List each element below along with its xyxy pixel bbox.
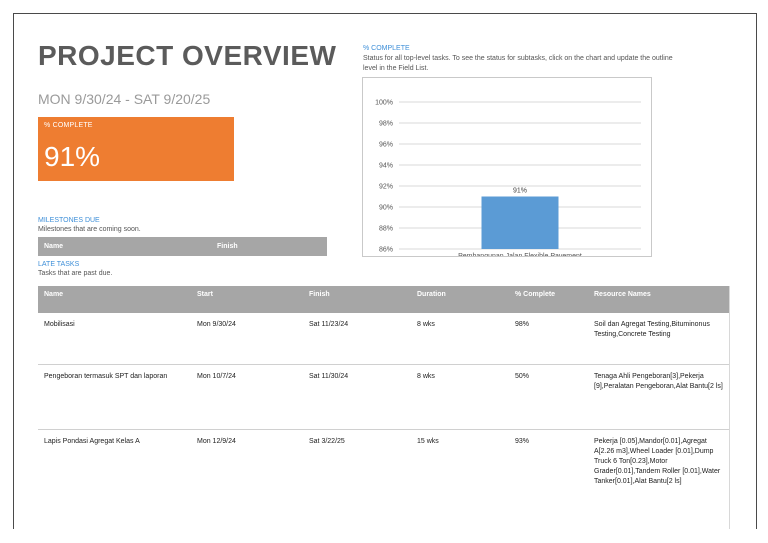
chart-section-title: % COMPLETE: [363, 45, 410, 52]
percent-complete-label: % COMPLETE: [44, 122, 93, 129]
table-right-border: [729, 286, 730, 529]
cell-name: Pengeboran termasuk SPT dan laporan: [44, 373, 168, 380]
cell-resource-names: Soil dan Agregat Testing,Bituminonus Tes…: [594, 321, 710, 338]
late-tasks-table[interactable]: Name Start Finish Duration % Complete Re…: [38, 286, 729, 529]
cell-duration: 8 wks: [417, 321, 435, 328]
col-duration: Duration: [417, 291, 446, 298]
cell-percent-complete: 93%: [515, 438, 530, 445]
col-name: Name: [44, 291, 64, 298]
cell-finish: Sat 11/23/24: [309, 321, 349, 328]
milestones-table-header[interactable]: Name Finish: [38, 237, 327, 256]
table-row[interactable]: Lapis Pondasi Agregat Kelas A Mon 12/9/2…: [38, 430, 729, 529]
late-tasks-title: LATE TASKS: [38, 261, 80, 268]
chart-description: Status for all top-level tasks. To see t…: [363, 55, 673, 72]
col-percent-complete: % Complete: [515, 291, 556, 298]
page-title: PROJECT OVERVIEW: [38, 40, 337, 71]
cell-finish: Sat 3/22/25: [309, 438, 345, 445]
bar: [481, 196, 559, 249]
date-range: MON 9/30/24 - SAT 9/20/25: [38, 91, 211, 107]
cell-name: Lapis Pondasi Agregat Kelas A: [44, 438, 140, 445]
y-tick-label: 96%: [379, 142, 393, 149]
chart-canvas: 86% 88% 90% 92% 94% 96% 98% 100% 91% Pembangunan …: [375, 100, 641, 256]
cell-duration: 15 wks: [417, 438, 439, 445]
col-start: Start: [197, 291, 213, 298]
cell-start: Mon 12/9/24: [197, 438, 236, 445]
y-tick-label: 100%: [375, 100, 393, 107]
cell-percent-complete: 98%: [515, 321, 530, 328]
y-tick-label: 92%: [379, 184, 393, 191]
milestones-title: MILESTONES DUE: [38, 217, 100, 224]
cell-name: Mobilisasi: [44, 321, 75, 328]
cell-start: Mon 10/7/24: [197, 373, 236, 380]
milestones-col-finish: Finish: [217, 243, 238, 250]
cell-percent-complete: 50%: [515, 373, 530, 380]
col-finish: Finish: [309, 291, 330, 298]
late-tasks-subtitle: Tasks that are past due.: [38, 270, 113, 277]
table-row[interactable]: Pengeboran termasuk SPT dan laporan Mon …: [38, 365, 729, 430]
cell-resource-names: Tenaga Ahli Pengeboran[3],Pekerja [9],Pe…: [594, 373, 723, 390]
percent-complete-value: 91%: [44, 141, 101, 172]
y-tick-label: 94%: [379, 163, 393, 170]
y-tick-label: 88%: [379, 226, 393, 233]
cell-resource-names: Pekerja [0.05],Mandor[0.01],Agregat A[2.…: [594, 438, 721, 485]
y-tick-label: 86%: [379, 247, 393, 254]
report-page: PROJECT OVERVIEW MON 9/30/24 - SAT 9/20/…: [13, 13, 757, 529]
milestones-subtitle: Milestones that are coming soon.: [38, 226, 141, 233]
y-tick-label: 90%: [379, 205, 393, 212]
table-row[interactable]: Mobilisasi Mon 9/30/24 Sat 11/23/24 8 wk…: [38, 313, 729, 365]
x-category-label: Pembangunan Jalan Flexible Pavement: [458, 253, 582, 256]
percent-complete-chart[interactable]: 86% 88% 90% 92% 94% 96% 98% 100% 91% Pembangunan …: [362, 77, 652, 257]
data-label: 91%: [513, 188, 527, 195]
y-tick-label: 98%: [379, 121, 393, 128]
milestones-col-name: Name: [44, 243, 64, 250]
cell-duration: 8 wks: [417, 373, 435, 380]
cell-finish: Sat 11/30/24: [309, 373, 349, 380]
cell-start: Mon 9/30/24: [197, 321, 236, 328]
col-resource-names: Resource Names: [594, 291, 651, 298]
percent-complete-card[interactable]: % COMPLETE 91%: [38, 117, 234, 181]
late-tasks-header[interactable]: Name Start Finish Duration % Complete Re…: [38, 286, 729, 313]
